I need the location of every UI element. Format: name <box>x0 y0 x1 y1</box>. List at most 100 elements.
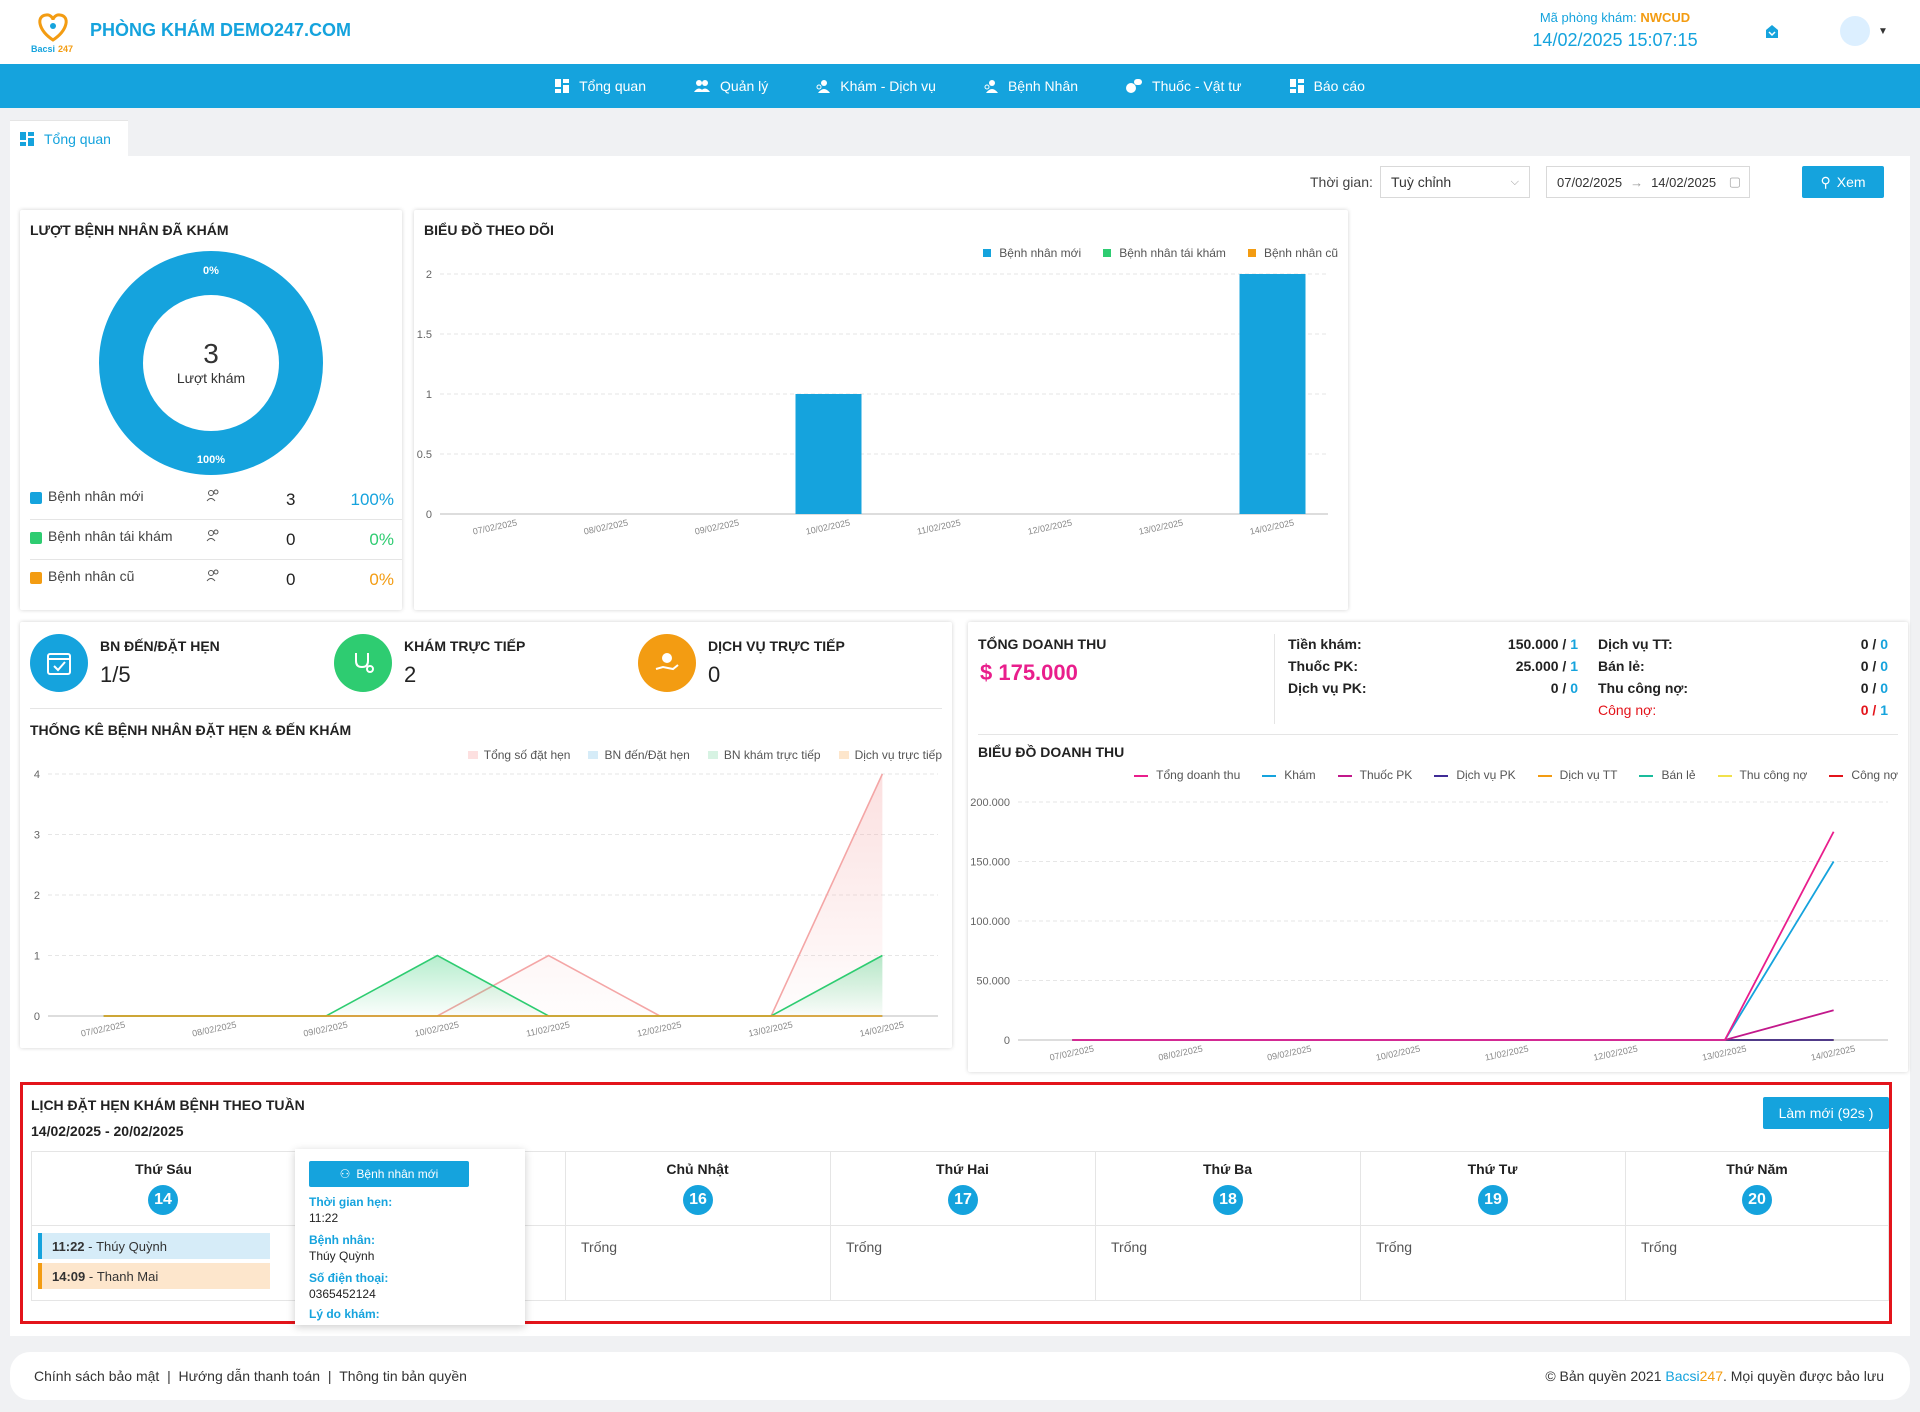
date-range-picker[interactable]: 07/02/2025 → 14/02/2025 ▢ <box>1546 166 1750 198</box>
appointment-item[interactable]: 14:09 - Thanh Mai <box>38 1263 270 1289</box>
nav-item-reports[interactable]: Báo cáo <box>1266 64 1389 108</box>
y-tick-label: 0 <box>426 509 432 521</box>
pills-icon <box>1126 79 1143 93</box>
kpi-title: DỊCH VỤ TRỰC TIẾP <box>708 638 845 654</box>
x-tick-label: 14/02/2025 <box>1249 517 1295 536</box>
legend-debt-collected[interactable]: Thu công nợ <box>1717 768 1807 782</box>
current-datetime: 14/02/2025 15:07:15 <box>1532 30 1698 50</box>
divider <box>1274 634 1275 724</box>
series-line <box>1072 1009 1834 1041</box>
legend-clinic-service[interactable]: Dịch vụ PK <box>1434 768 1516 782</box>
dashboard-icon <box>20 131 34 146</box>
legend-label: Bệnh nhân tái khám <box>1119 246 1226 260</box>
day-number: 19 <box>1478 1185 1508 1215</box>
series-line <box>1072 831 1835 1041</box>
time-mode-select[interactable]: Tuỳ chỉnh ⌵ <box>1380 166 1530 198</box>
empty-label: Trống <box>1111 1239 1148 1255</box>
rev-label: Dịch vụ PK: <box>1288 680 1367 696</box>
divider <box>1095 1151 1096 1301</box>
notification-icon[interactable] <box>1764 24 1780 40</box>
legend-label: BN đến/Đặt hẹn <box>604 748 690 762</box>
rev-count: 1 <box>1570 636 1578 652</box>
users-icon[interactable] <box>206 568 220 582</box>
legend-total-revenue[interactable]: Tổng doanh thu <box>1134 768 1240 782</box>
service-hand-icon <box>638 634 696 692</box>
nav-label: Quản lý <box>720 78 769 94</box>
privacy-link[interactable]: Chính sách bảo mật <box>34 1368 160 1384</box>
nav-item-patients[interactable]: Bệnh Nhân <box>960 64 1102 108</box>
clinic-code: Mã phòng khám: NWCUD <box>1480 10 1750 25</box>
x-tick-label: 10/02/2025 <box>414 1019 460 1038</box>
y-tick-label: 100.000 <box>970 916 1010 928</box>
schedule-range: 14/02/2025 - 20/02/2025 <box>31 1123 184 1139</box>
nav-item-overview[interactable]: Tổng quan <box>531 64 670 108</box>
divider <box>565 1151 566 1301</box>
appointments-card: BN ĐẾN/ĐẶT HẸN 1/5 KHÁM TRỰC TIẾP 2 DỊCH… <box>20 622 952 1048</box>
date-from[interactable]: 07/02/2025 <box>1557 174 1623 190</box>
y-tick-label: 200.000 <box>970 797 1010 809</box>
copyright: © Bản quyền 2021 Bacsi247. Mọi quyền đượ… <box>1545 1368 1884 1384</box>
legend-new[interactable]: Bệnh nhân mới <box>983 246 1081 260</box>
revenue-direct-service: Dịch vụ TT: 0 / 0 <box>1598 636 1888 652</box>
copyright-text-2: . Mọi quyền được bảo lưu <box>1722 1368 1884 1384</box>
x-tick-label: 07/02/2025 <box>80 1019 126 1038</box>
date-to[interactable]: 14/02/2025 <box>1651 174 1717 190</box>
avatar[interactable] <box>1840 16 1870 46</box>
revenue-total: $ 175.000 <box>980 660 1078 685</box>
clinic-code-label: Mã phòng khám: <box>1539 10 1637 25</box>
day-header: Thứ Năm <box>1726 1161 1788 1177</box>
legend-old[interactable]: Bệnh nhân cũ <box>1247 246 1338 260</box>
rev-label: Tiền khám: <box>1288 636 1362 652</box>
x-tick-label: 08/02/2025 <box>191 1019 237 1038</box>
refresh-button[interactable]: Làm mới (92s ) <box>1763 1097 1889 1129</box>
nav-item-manage[interactable]: Quản lý <box>670 64 792 108</box>
view-button[interactable]: ⚲ Xem <box>1802 166 1884 198</box>
badge-label: Bệnh nhân mới <box>356 1167 439 1181</box>
y-tick-label: 0.5 <box>417 449 432 461</box>
users-icon[interactable] <box>206 528 220 542</box>
rev-amount: 150.000 <box>1507 636 1559 652</box>
x-tick-label: 13/02/2025 <box>1701 1043 1747 1062</box>
chevron-down-icon[interactable]: ▼ <box>1878 26 1888 37</box>
legend-debt[interactable]: Công nợ <box>1829 768 1898 782</box>
tab-overview[interactable]: Tổng quan <box>10 120 128 156</box>
popup-value: 0365452124 <box>309 1287 376 1301</box>
y-tick-label: 4 <box>34 769 40 781</box>
bar <box>1239 274 1306 514</box>
appointment-item[interactable]: 11:22 - Thúy Quỳnh <box>38 1233 270 1259</box>
appointment-popup: ⚇ Bệnh nhân mới Thời gian hẹn: 11:22 Bệnh… <box>295 1149 525 1325</box>
x-tick-label: 13/02/2025 <box>747 1019 793 1038</box>
payment-guide-link[interactable]: Hướng dẫn thanh toán <box>178 1368 321 1384</box>
appt-stats-legend: Tổng số đặt hẹn BN đến/Đặt hẹn BN khám t… <box>467 748 942 762</box>
row-label: Bệnh nhân tái khám <box>48 528 173 544</box>
users-icon[interactable] <box>206 488 220 502</box>
calendar-check-icon <box>30 634 88 692</box>
legend-direct-service[interactable]: Dịch vụ trực tiếp <box>838 748 942 762</box>
divider <box>31 1225 1889 1226</box>
legend-label: Tổng doanh thu <box>1156 768 1241 782</box>
schedule-title: LỊCH ĐẶT HẸN KHÁM BỆNH THEO TUẦN <box>31 1097 305 1113</box>
row-count: 3 <box>286 490 296 509</box>
y-tick-label: 1 <box>34 951 40 963</box>
legend-arrived[interactable]: BN đến/Đặt hẹn <box>588 748 690 762</box>
bacsi247-logo[interactable]: Bacsi 247 <box>28 10 78 54</box>
legend-total-booked[interactable]: Tổng số đặt hẹn <box>467 748 570 762</box>
legend-exam[interactable]: Khám <box>1262 768 1316 782</box>
legend-return[interactable]: Bệnh nhân tái khám <box>1103 246 1226 260</box>
legend-direct-service[interactable]: Dịch vụ TT <box>1537 768 1617 782</box>
nav-item-services[interactable]: Khám - Dịch vụ <box>792 64 960 108</box>
legend-medicine[interactable]: Thuốc PK <box>1337 768 1412 782</box>
legend-walkin[interactable]: BN khám trực tiếp <box>707 748 821 762</box>
nav-label: Tổng quan <box>579 78 647 94</box>
copyright-info-link[interactable]: Thông tin bản quyền <box>339 1368 467 1384</box>
top-bar: Bacsi 247 PHÒNG KHÁM DEMO247.COM Mã phòn… <box>0 0 1920 64</box>
legend-retail[interactable]: Bán lẻ <box>1639 768 1696 782</box>
row-label: Bệnh nhân cũ <box>48 568 135 584</box>
bar <box>795 394 862 514</box>
rev-label: Thuốc PK: <box>1288 658 1358 674</box>
nav-item-medicine[interactable]: Thuốc - Vật tư <box>1102 64 1266 108</box>
day-number: 18 <box>1213 1185 1243 1215</box>
popup-label: Lý do khám: <box>309 1307 380 1321</box>
nav-label: Báo cáo <box>1313 78 1365 94</box>
revenue-debt: Công nợ: 0 / 1 <box>1598 702 1888 718</box>
